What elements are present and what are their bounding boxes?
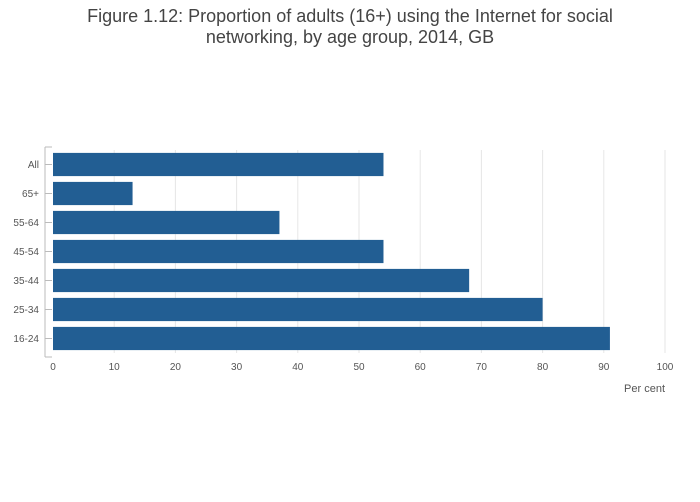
bar (53, 297, 543, 322)
y-tick-label: 55-64 (13, 218, 39, 229)
x-tick-label: 60 (415, 362, 427, 373)
x-tick-label: 70 (476, 362, 488, 373)
chart-title: Figure 1.12: Proportion of adults (16+) … (87, 6, 613, 47)
axes (44, 146, 52, 358)
x-axis-title: Per cent (624, 383, 665, 395)
y-tick-label: 35-44 (13, 276, 39, 287)
y-tick-label: 45-54 (13, 247, 39, 258)
bar (53, 326, 610, 351)
bar (53, 181, 133, 206)
bar (53, 268, 470, 293)
y-tick-label: 65+ (22, 189, 39, 200)
x-tick-label: 30 (231, 362, 243, 373)
bar (53, 210, 280, 235)
x-tick-label: 10 (109, 362, 121, 373)
bar (53, 239, 384, 264)
y-tick-label: 25-34 (13, 305, 39, 316)
tick-labels: 0 10 20 30 40 50 60 70 80 90 100 All 65+ 55-64 45-54 35… (13, 160, 673, 373)
bar (53, 152, 384, 177)
y-tick-label: All (28, 160, 39, 171)
x-tick-label: 20 (170, 362, 182, 373)
x-tick-label: 90 (598, 362, 610, 373)
y-tick-label: 16-24 (13, 334, 39, 345)
x-tick-label: 100 (657, 362, 674, 373)
x-tick-label: 40 (292, 362, 304, 373)
x-tick-label: 80 (537, 362, 549, 373)
x-tick-label: 50 (353, 362, 365, 373)
bars (53, 152, 610, 351)
x-tick-label: 0 (50, 362, 56, 373)
